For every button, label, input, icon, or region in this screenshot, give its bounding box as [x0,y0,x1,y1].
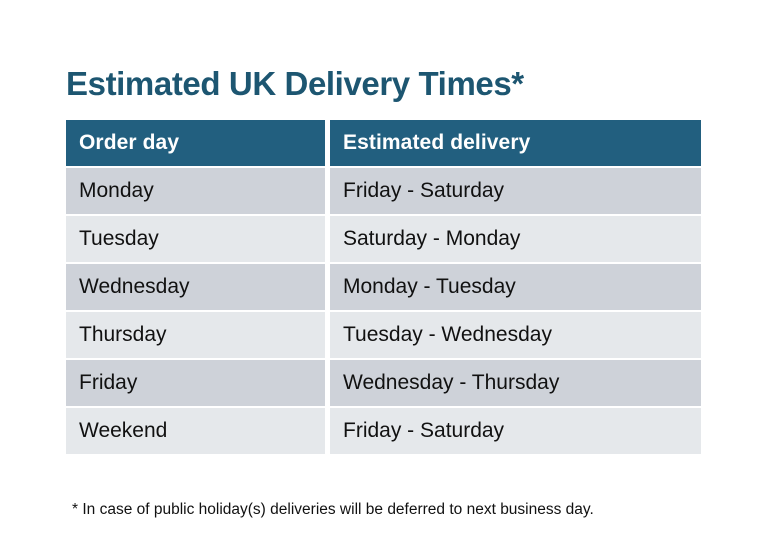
cell-estimated-delivery: Wednesday - Thursday [330,360,701,406]
column-header-estimated-delivery: Estimated delivery [330,120,701,166]
table-row: Friday Wednesday - Thursday [66,360,701,406]
page-title: Estimated UK Delivery Times* [66,65,524,103]
table-row: Tuesday Saturday - Monday [66,216,701,262]
cell-order-day: Wednesday [66,264,325,310]
cell-order-day: Friday [66,360,325,406]
table-row: Monday Friday - Saturday [66,168,701,214]
cell-order-day: Tuesday [66,216,325,262]
table-row: Wednesday Monday - Tuesday [66,264,701,310]
table-row: Thursday Tuesday - Wednesday [66,312,701,358]
cell-estimated-delivery: Saturday - Monday [330,216,701,262]
cell-estimated-delivery: Tuesday - Wednesday [330,312,701,358]
cell-estimated-delivery: Friday - Saturday [330,168,701,214]
cell-order-day: Weekend [66,408,325,454]
column-header-order-day: Order day [66,120,325,166]
cell-order-day: Thursday [66,312,325,358]
cell-estimated-delivery: Monday - Tuesday [330,264,701,310]
table-header-row: Order day Estimated delivery [66,120,701,166]
table-row: Weekend Friday - Saturday [66,408,701,454]
cell-estimated-delivery: Friday - Saturday [330,408,701,454]
footnote-text: * In case of public holiday(s) deliverie… [72,500,594,518]
cell-order-day: Monday [66,168,325,214]
